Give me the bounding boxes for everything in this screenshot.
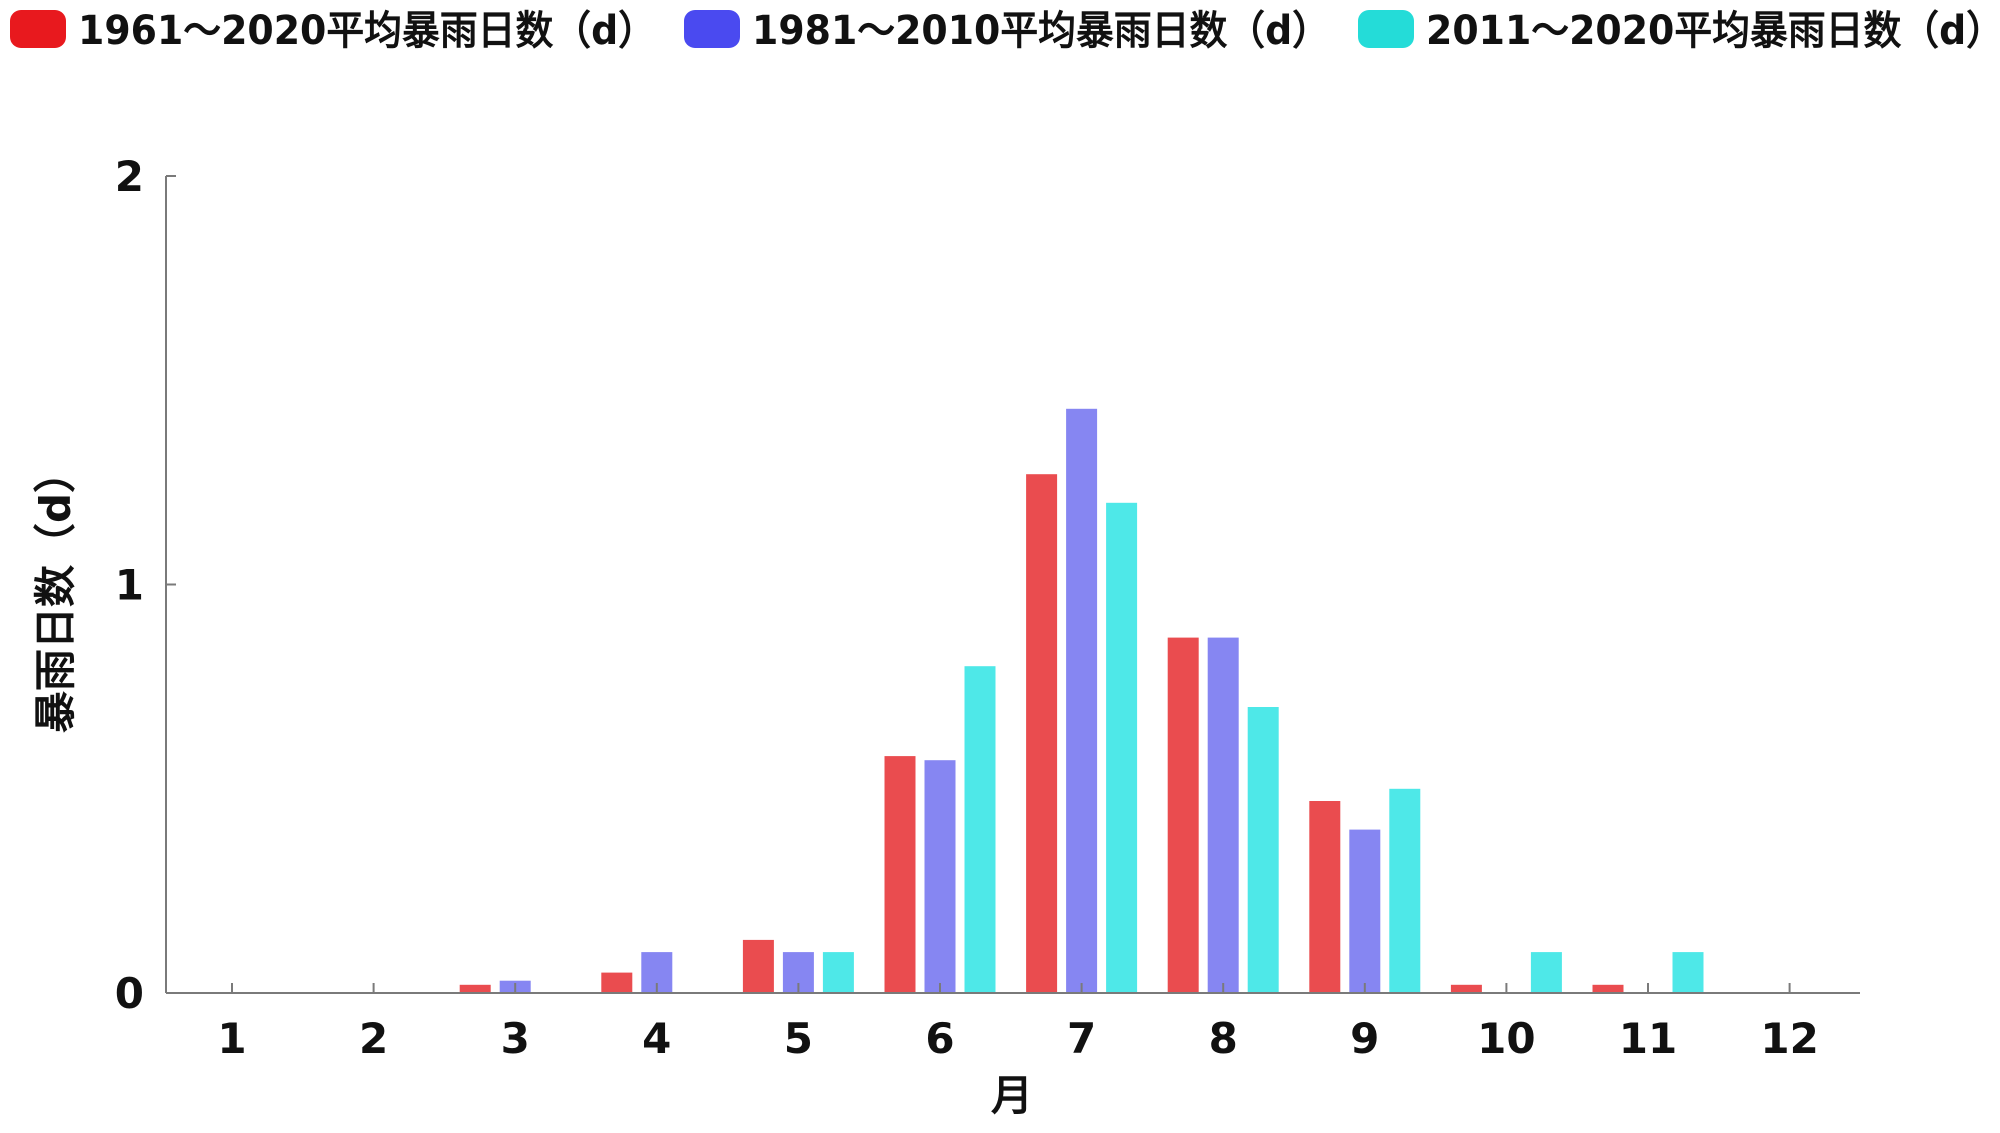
- y-axis-label: 暴雨日数（d）: [31, 451, 80, 733]
- legend-label-2: 1981～2010平均暴雨日数（d）: [752, 8, 1330, 54]
- legend-item-2: 1981～2010平均暴雨日数（d）: [684, 8, 1330, 54]
- legend-swatch-2: [684, 10, 740, 48]
- x-tick-label-3: 3: [501, 1014, 530, 1063]
- legend-item-1: 1961～2020平均暴雨日数（d）: [10, 8, 656, 54]
- x-tick-label-11: 11: [1619, 1014, 1677, 1063]
- x-ticks: 1 2 3 4 5 6 7 8 9 10 11 12: [217, 983, 1819, 1063]
- bar-series3-month-5: [822, 952, 854, 993]
- y-tick-label-2: 2: [115, 152, 144, 201]
- legend-swatch-1: [10, 10, 66, 48]
- bar-series3-month-11: [1672, 952, 1704, 993]
- x-tick-label-5: 5: [784, 1014, 813, 1063]
- bar-series1-month-3: [459, 984, 491, 993]
- x-tick-label-9: 9: [1350, 1014, 1379, 1063]
- legend-item-3: 2011～2020平均暴雨日数（d）: [1358, 8, 2000, 54]
- bars: [459, 408, 1704, 994]
- bar-series2-month-6: [924, 760, 956, 993]
- y-tick-label-1: 1: [115, 561, 144, 610]
- x-tick-label-10: 10: [1477, 1014, 1535, 1063]
- bar-series1-month-11: [1592, 984, 1624, 993]
- legend-label-3: 2011～2020平均暴雨日数（d）: [1426, 8, 2000, 54]
- bar-series3-month-6: [964, 666, 996, 993]
- x-axis-label: 月: [991, 1071, 1033, 1120]
- x-tick-label-2: 2: [359, 1014, 388, 1063]
- y-ticks: 0 1 2: [115, 152, 176, 1018]
- bar-series2-month-7: [1066, 408, 1098, 993]
- legend-label-1: 1961～2020平均暴雨日数（d）: [78, 8, 656, 54]
- bar-series1-month-6: [884, 756, 916, 993]
- axes: [165, 176, 1860, 994]
- bar-series1-month-7: [1026, 474, 1058, 993]
- bar-series1-month-9: [1309, 801, 1341, 993]
- legend-swatch-3: [1358, 10, 1414, 48]
- x-tick-label-12: 12: [1760, 1014, 1818, 1063]
- x-tick-label-7: 7: [1067, 1014, 1096, 1063]
- bar-series3-month-10: [1530, 952, 1562, 993]
- bar-series1-month-10: [1450, 984, 1482, 993]
- y-tick-label-0: 0: [115, 969, 144, 1018]
- bar-series2-month-8: [1207, 637, 1239, 993]
- x-tick-label-6: 6: [925, 1014, 954, 1063]
- bar-series3-month-8: [1247, 707, 1279, 993]
- bar-series1-month-5: [742, 939, 774, 993]
- bar-series1-month-8: [1167, 637, 1199, 993]
- x-tick-label-8: 8: [1209, 1014, 1238, 1063]
- legend: 1961～2020平均暴雨日数（d） 1981～2010平均暴雨日数（d） 2011…: [10, 8, 2000, 54]
- bar-series2-month-9: [1349, 829, 1381, 993]
- bar-series3-month-7: [1106, 502, 1138, 993]
- x-tick-label-4: 4: [642, 1014, 671, 1063]
- bar-series3-month-9: [1389, 788, 1421, 994]
- bar-series1-month-4: [601, 972, 633, 993]
- x-tick-label-1: 1: [217, 1014, 246, 1063]
